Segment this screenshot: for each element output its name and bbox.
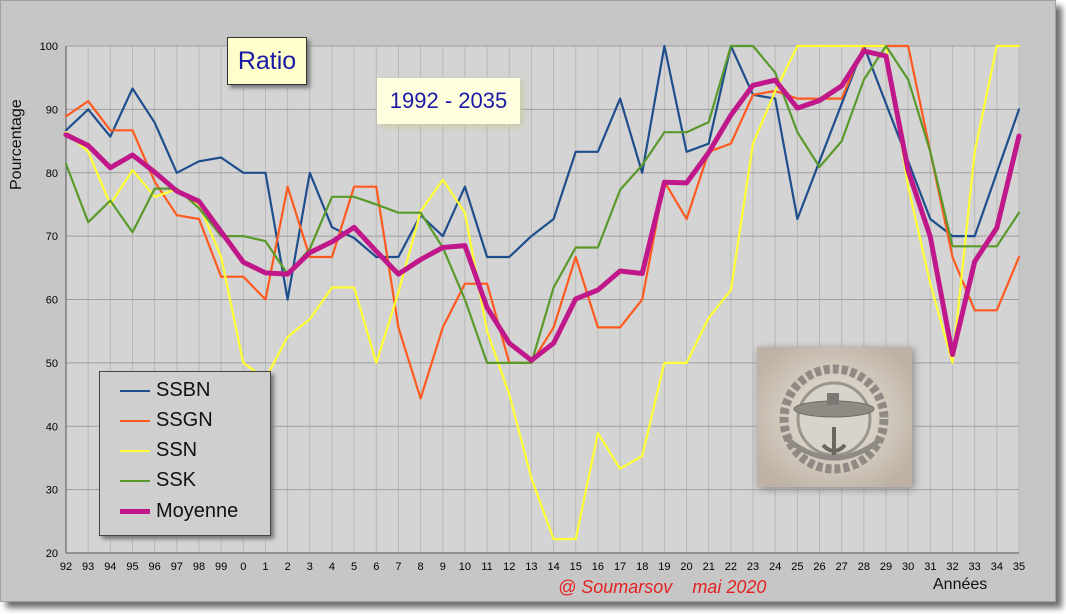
legend-label-ssk: SSK: [156, 469, 197, 491]
x-tick-label: 0: [240, 561, 246, 573]
x-tick-label: 31: [924, 561, 936, 573]
x-tick-label: 16: [592, 561, 604, 573]
legend-label-ssbn: SSBN: [156, 379, 211, 401]
x-tick-label: 97: [171, 561, 183, 573]
legend-swatch-moyenne: [120, 509, 150, 514]
legend-item-ssn: SSN: [100, 436, 270, 466]
submarine-insignia-icon: [757, 347, 912, 487]
x-tick-label: 27: [836, 561, 848, 573]
legend: SSBN SSGN SSN SSK Moyenne: [99, 371, 271, 536]
x-tick-label: 25: [791, 561, 803, 573]
y-tick-label: 30: [46, 485, 58, 497]
x-tick-label: 15: [570, 561, 582, 573]
x-tick-label: 30: [902, 561, 914, 573]
y-axis-title: Pourcentage: [8, 99, 25, 190]
y-tick-label: 90: [46, 104, 58, 116]
x-tick-label: 32: [946, 561, 958, 573]
x-tick-label: 24: [769, 561, 781, 573]
x-tick-label: 28: [858, 561, 870, 573]
x-tick-label: 35: [1013, 561, 1025, 573]
x-tick-label: 98: [193, 561, 205, 573]
x-tick-label: 18: [636, 561, 648, 573]
x-tick-label: 4: [329, 561, 335, 573]
chart-subtitle: 1992 - 2035: [377, 78, 520, 124]
x-tick-label: 34: [991, 561, 1003, 573]
y-tick-label: 60: [46, 295, 58, 307]
x-tick-label: 1: [262, 561, 268, 573]
legend-swatch-ssn: [120, 450, 150, 452]
x-axis-title: Années: [933, 576, 988, 593]
x-tick-label: 13: [525, 561, 537, 573]
y-tick-label: 100: [40, 41, 58, 53]
legend-item-ssbn: SSBN: [100, 376, 270, 406]
x-tick-label: 20: [680, 561, 692, 573]
x-tick-label: 21: [703, 561, 715, 573]
x-tick-label: 17: [614, 561, 626, 573]
x-tick-label: 22: [725, 561, 737, 573]
series-line-moyenne: [63, 48, 1022, 363]
x-tick-label: 12: [503, 561, 515, 573]
x-tick-label: 26: [813, 561, 825, 573]
chart-title: Ratio: [227, 37, 307, 85]
x-tick-label: 7: [395, 561, 401, 573]
x-tick-label: 6: [373, 561, 379, 573]
x-tick-label: 5: [351, 561, 357, 573]
legend-item-moyenne: Moyenne: [100, 497, 270, 527]
x-tick-label: 33: [969, 561, 981, 573]
legend-label-ssn: SSN: [156, 439, 198, 461]
y-tick-label: 20: [46, 548, 58, 560]
legend-label-ssgn: SSGN: [156, 409, 213, 431]
x-tick-label: 8: [418, 561, 424, 573]
x-tick-label: 92: [60, 561, 72, 573]
y-tick-label: 70: [46, 231, 58, 243]
legend-swatch-ssbn: [120, 390, 150, 392]
x-tick-label: 2: [285, 561, 291, 573]
x-tick-label: 99: [215, 561, 227, 573]
legend-swatch-ssgn: [120, 420, 150, 422]
x-tick-label: 93: [82, 561, 94, 573]
x-tick-label: 29: [880, 561, 892, 573]
x-tick-label: 14: [547, 561, 559, 573]
chart-title-text: Ratio: [237, 46, 297, 75]
author-credit: @ Soumarsov mai 2020: [558, 577, 767, 597]
x-tick-label: 11: [481, 561, 492, 573]
y-tick-label: 80: [46, 168, 58, 180]
legend-item-ssk: SSK: [100, 466, 270, 496]
legend-item-ssgn: SSGN: [100, 406, 270, 436]
legend-swatch-ssk: [120, 480, 150, 482]
x-tick-label: 96: [149, 561, 161, 573]
x-tick-label: 10: [459, 561, 471, 573]
x-tick-label: 23: [747, 561, 759, 573]
chart-subtitle-text: 1992 - 2035: [389, 88, 508, 113]
legend-label-moyenne: Moyenne: [156, 500, 239, 522]
x-tick-label: 19: [658, 561, 670, 573]
x-tick-label: 9: [440, 561, 446, 573]
y-tick-label: 50: [46, 358, 58, 370]
x-tick-label: 95: [126, 561, 138, 573]
x-tick-label: 3: [307, 561, 313, 573]
y-tick-label: 40: [46, 421, 58, 433]
series-line-ssn: [64, 44, 1021, 541]
x-tick-label: 94: [104, 561, 116, 573]
